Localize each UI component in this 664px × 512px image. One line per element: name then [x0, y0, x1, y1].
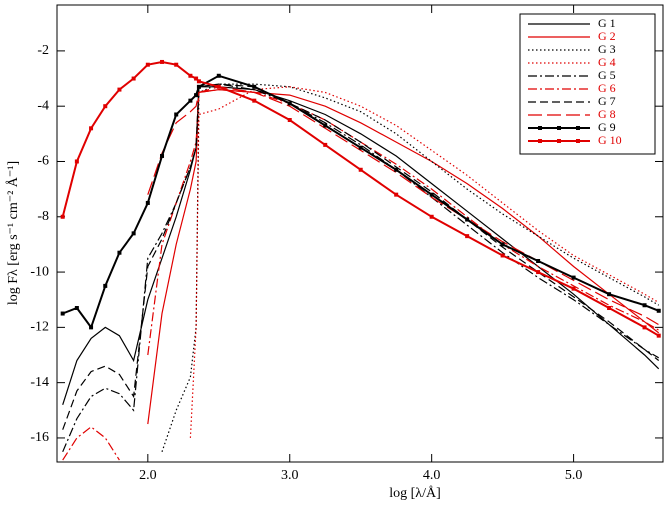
- series-marker: [536, 270, 541, 275]
- legend-label: G 10: [598, 133, 622, 147]
- series-marker: [323, 123, 328, 128]
- x-tick-label: 3.0: [281, 468, 299, 483]
- series-marker: [117, 87, 122, 92]
- series-marker: [642, 325, 647, 330]
- series-marker: [174, 62, 179, 67]
- series-marker: [117, 250, 122, 255]
- series-line: [61, 60, 660, 337]
- series-marker: [252, 98, 257, 103]
- x-tick-label: 4.0: [423, 468, 441, 483]
- series-marker: [394, 167, 399, 172]
- series-marker: [429, 192, 434, 197]
- legend-label: G 1: [598, 16, 616, 30]
- series-marker: [174, 112, 179, 117]
- series-marker: [536, 259, 541, 264]
- series-line: [161, 83, 660, 452]
- series-marker: [194, 76, 199, 81]
- series-marker: [60, 214, 65, 219]
- series-marker: [145, 62, 150, 67]
- y-tick-label: -10: [30, 264, 49, 279]
- series-marker: [429, 214, 434, 219]
- series-marker: [160, 153, 165, 158]
- series-marker: [500, 253, 505, 258]
- legend-label: G 6: [598, 81, 616, 95]
- series-marker: [465, 234, 470, 239]
- series-marker: [194, 93, 199, 98]
- legend-marker: [576, 139, 580, 143]
- series-line: [62, 83, 660, 430]
- series-marker: [131, 76, 136, 81]
- series-marker: [571, 275, 576, 280]
- series-marker: [131, 231, 136, 236]
- series-marker: [216, 73, 221, 78]
- series-marker: [287, 101, 292, 106]
- series-marker: [358, 145, 363, 150]
- series-marker: [196, 84, 201, 89]
- legend-label: G 3: [598, 42, 616, 56]
- legend-marker: [538, 126, 542, 130]
- series-marker: [74, 159, 79, 164]
- series-line: [147, 88, 660, 425]
- series-marker: [656, 333, 661, 338]
- series-marker: [394, 192, 399, 197]
- series-marker: [252, 84, 257, 89]
- y-tick-label: -16: [30, 430, 49, 445]
- x-tick-label: 5.0: [565, 468, 583, 483]
- series-line: [62, 88, 660, 461]
- legend-box: [519, 13, 656, 155]
- legend-label: G 2: [598, 29, 616, 43]
- series-marker: [607, 306, 612, 311]
- series-marker: [103, 283, 108, 288]
- x-tick-label: 2.0: [139, 468, 157, 483]
- legend-label: G 5: [598, 68, 616, 82]
- plot-frame: [56, 4, 664, 463]
- series-marker: [188, 73, 193, 78]
- legend-label: G 9: [598, 120, 616, 134]
- series-marker: [500, 242, 505, 247]
- series-line: [62, 83, 660, 453]
- legend-label: G 4: [598, 55, 616, 69]
- series-marker: [607, 292, 612, 297]
- y-tick-label: -14: [30, 375, 49, 390]
- y-tick-label: -8: [37, 209, 49, 224]
- x-axis-label: log [λ/Å]: [389, 485, 441, 501]
- legend-label: G 8: [598, 107, 616, 121]
- plot-area: [60, 59, 661, 461]
- series-marker: [74, 306, 79, 311]
- y-axis-label: log Fλ [erg s⁻¹ cm⁻² Å⁻¹]: [5, 161, 21, 305]
- series-marker: [160, 59, 165, 64]
- series-marker: [571, 286, 576, 291]
- series-line: [147, 86, 660, 326]
- series-line: [189, 86, 660, 438]
- legend-label: G 7: [598, 94, 616, 108]
- series-marker: [103, 104, 108, 109]
- legend-marker: [557, 139, 561, 143]
- y-tick-label: -4: [37, 98, 49, 113]
- series-marker: [89, 325, 94, 330]
- y-tick-label: -6: [37, 154, 49, 169]
- series-marker: [642, 303, 647, 308]
- series-marker: [89, 126, 94, 131]
- series-marker: [188, 98, 193, 103]
- series-marker: [60, 311, 65, 316]
- series-marker: [145, 200, 150, 205]
- legend-marker: [538, 139, 542, 143]
- series-line: [62, 74, 660, 330]
- series-marker: [656, 308, 661, 313]
- y-tick-label: -2: [37, 43, 49, 58]
- legend-marker: [576, 126, 580, 130]
- y-tick-label: -12: [30, 320, 49, 335]
- series-marker: [216, 84, 221, 89]
- series-marker: [287, 118, 292, 123]
- series-marker: [323, 142, 328, 147]
- series-marker: [465, 217, 470, 222]
- series-marker: [358, 167, 363, 172]
- series-marker: [196, 79, 201, 84]
- legend-marker: [557, 126, 561, 130]
- series-line: [62, 86, 660, 405]
